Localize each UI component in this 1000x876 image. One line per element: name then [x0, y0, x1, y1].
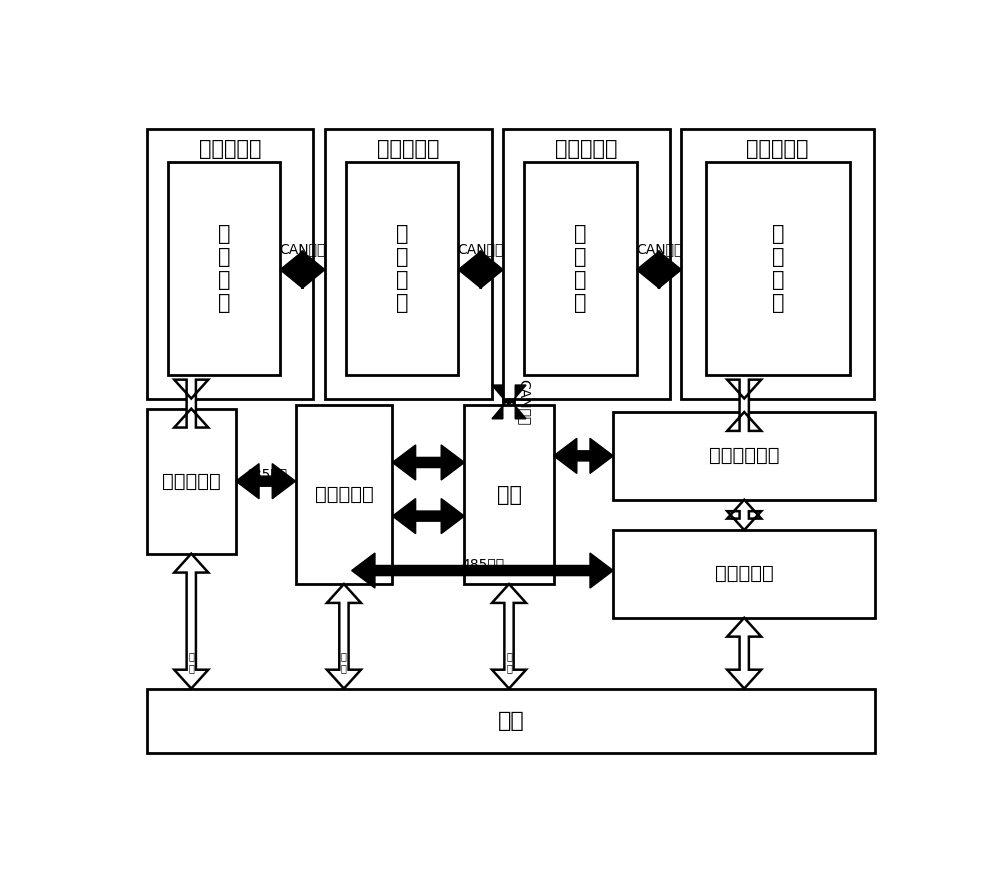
- Polygon shape: [492, 584, 526, 689]
- Bar: [464, 406, 554, 584]
- Polygon shape: [352, 553, 613, 588]
- Bar: [346, 162, 458, 375]
- Bar: [681, 129, 874, 399]
- Polygon shape: [727, 618, 761, 689]
- Polygon shape: [327, 584, 361, 689]
- Bar: [147, 689, 875, 752]
- Text: CAN总线: CAN总线: [636, 243, 682, 257]
- Polygon shape: [174, 554, 208, 689]
- Text: 四号电池组: 四号电池组: [746, 139, 809, 159]
- Text: 上位机系统: 上位机系统: [315, 485, 373, 505]
- Bar: [168, 162, 280, 375]
- Polygon shape: [727, 379, 761, 431]
- Polygon shape: [637, 251, 681, 288]
- Bar: [706, 162, 850, 375]
- Text: 二
号
子
板: 二 号 子 板: [396, 224, 408, 314]
- Text: 四
号
子
板: 四 号 子 板: [772, 224, 784, 314]
- Text: 电网: 电网: [498, 710, 524, 731]
- Text: 一号电池组: 一号电池组: [199, 139, 261, 159]
- Polygon shape: [458, 251, 503, 288]
- Bar: [325, 129, 492, 399]
- Text: 485总线: 485总线: [244, 468, 287, 482]
- Text: 485总线: 485总线: [461, 557, 504, 571]
- Bar: [147, 408, 236, 554]
- Text: 主板: 主板: [497, 484, 522, 505]
- Text: 供
电: 供 电: [188, 652, 194, 674]
- Text: 二号电池组: 二号电池组: [377, 139, 440, 159]
- Bar: [524, 162, 637, 375]
- Polygon shape: [492, 385, 526, 419]
- Text: 双向逆变器: 双向逆变器: [715, 564, 774, 583]
- Polygon shape: [280, 251, 325, 288]
- Bar: [147, 129, 313, 399]
- Polygon shape: [392, 445, 464, 480]
- Bar: [503, 129, 670, 399]
- Text: 三号电池组: 三号电池组: [555, 139, 618, 159]
- Text: 供
电: 供 电: [341, 652, 347, 674]
- Text: 一
号
子
板: 一 号 子 板: [218, 224, 230, 314]
- Polygon shape: [392, 498, 464, 533]
- Polygon shape: [174, 379, 208, 427]
- Bar: [613, 412, 875, 499]
- Bar: [613, 530, 875, 618]
- Polygon shape: [554, 438, 613, 473]
- Text: CAN总线: CAN总线: [458, 243, 504, 257]
- Text: CAN总线: CAN总线: [279, 243, 326, 257]
- Text: 炉温控制器: 炉温控制器: [162, 471, 221, 491]
- Polygon shape: [727, 499, 761, 530]
- Text: 三
号
子
板: 三 号 子 板: [574, 224, 587, 314]
- Bar: [296, 406, 392, 584]
- Polygon shape: [236, 463, 296, 498]
- Text: 继电保护装置: 继电保护装置: [709, 447, 779, 465]
- Text: 供
电: 供 电: [506, 652, 512, 674]
- Text: CAN总线: CAN总线: [518, 378, 532, 425]
